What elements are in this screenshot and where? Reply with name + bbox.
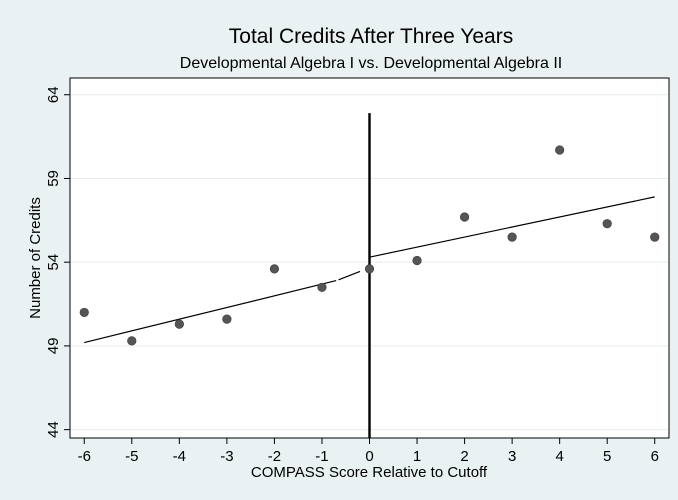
- data-point: [555, 145, 565, 155]
- x-tick-label: -2: [268, 448, 281, 465]
- fit-line: [338, 270, 361, 281]
- y-tick-label: 54: [45, 254, 62, 271]
- data-point: [602, 219, 612, 229]
- data-point: [79, 307, 89, 318]
- y-axis-label: Number of Credits: [27, 197, 44, 319]
- fit-line: [84, 280, 337, 344]
- data-point: [317, 282, 327, 292]
- data-point: [412, 255, 422, 266]
- data-point: [364, 264, 375, 274]
- x-tick-label: -4: [173, 448, 186, 465]
- data-point: [269, 264, 280, 274]
- x-tick-label: -6: [78, 448, 91, 465]
- y-tick-label: 64: [45, 86, 62, 103]
- chart-title: Total Credits After Three Years: [229, 25, 513, 48]
- x-tick-label: 3: [508, 448, 516, 465]
- y-tick-label: 44: [45, 421, 62, 438]
- data-point: [174, 319, 184, 329]
- x-tick-label: -3: [220, 448, 233, 465]
- data-point: [459, 212, 470, 222]
- y-tick-label: 59: [45, 170, 62, 187]
- fit-line: [369, 196, 655, 258]
- x-tick-label: -1: [315, 448, 328, 465]
- data-point: [507, 232, 517, 242]
- x-tick-label: 4: [555, 448, 563, 465]
- chart-subtitle: Developmental Algebra I vs. Developmenta…: [180, 55, 562, 72]
- data-points: [79, 145, 660, 346]
- x-tick-label: 1: [413, 448, 421, 465]
- y-axis: 44 49 54 59 64: [45, 86, 70, 438]
- y-tick-label: 49: [45, 338, 62, 355]
- data-point: [650, 232, 660, 242]
- x-tick-label: 2: [460, 448, 468, 465]
- x-axis-label: COMPASS Score Relative to Cutoff: [251, 464, 488, 481]
- x-tick-label: 5: [603, 448, 611, 465]
- data-point: [127, 336, 137, 346]
- data-point: [222, 314, 232, 324]
- x-tick-label: 0: [365, 448, 373, 465]
- x-axis: -6 -5 -4 -3 -2 -1 0 1 2 3 4 5 6: [78, 438, 659, 465]
- x-tick-label: -5: [125, 448, 138, 465]
- fit-lines: [84, 196, 655, 344]
- x-tick-label: 6: [651, 448, 659, 465]
